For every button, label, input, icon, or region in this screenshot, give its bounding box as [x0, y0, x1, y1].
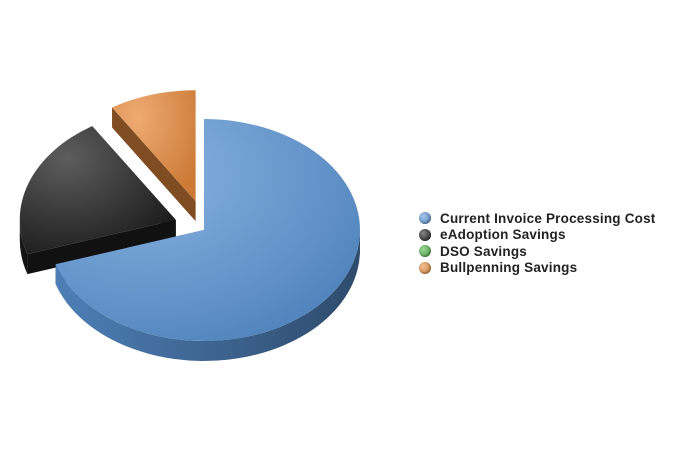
- legend-label: DSO Savings: [440, 243, 527, 259]
- legend-label: Bullpenning Savings: [440, 260, 578, 276]
- legend-swatch-eadoption-savings: [419, 228, 431, 241]
- legend-swatch-current-invoice-processing-cost: [419, 212, 431, 225]
- legend-swatch-dso-savings: [419, 245, 431, 258]
- legend-item-bullpenning-savings: Bullpenning Savings: [419, 260, 656, 277]
- legend-item-current-invoice-processing-cost: Current Invoice Processing Cost: [419, 210, 656, 227]
- chart-legend: Current Invoice Processing Cost eAdoption…: [419, 210, 656, 276]
- pie-slice-eadoption-savings: [19, 126, 176, 275]
- legend-item-dso-savings: DSO Savings: [419, 243, 656, 260]
- legend-label: Current Invoice Processing Cost: [440, 210, 656, 226]
- legend-swatch-bullpenning-savings: [419, 261, 431, 274]
- pie-slice-bullpenning-savings: [112, 90, 196, 222]
- pie-slice-current-invoice-processing-cost: [55, 119, 361, 361]
- legend-label: eAdoption Savings: [440, 227, 566, 243]
- legend-item-eadoption-savings: eAdoption Savings: [419, 227, 656, 244]
